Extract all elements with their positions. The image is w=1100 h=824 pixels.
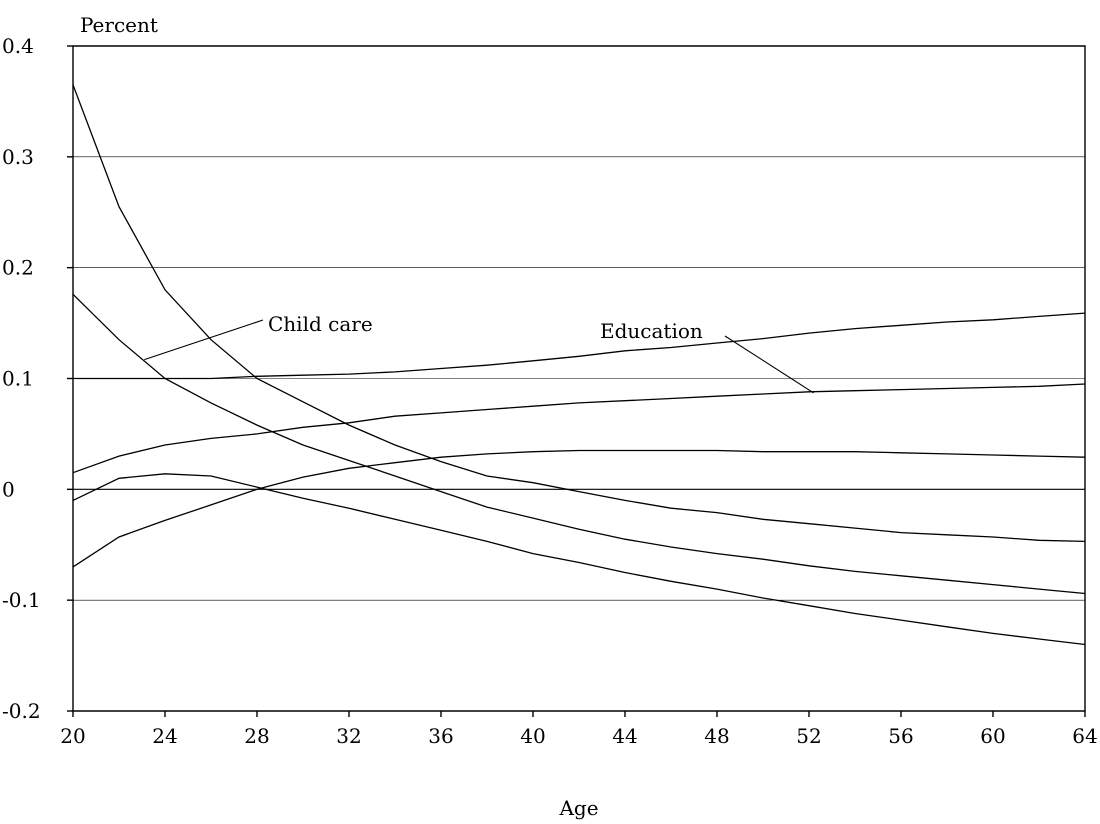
x-tick-label: 36 [428,724,453,748]
x-tick-label: 24 [152,724,177,748]
series-line-6 [72,449,1086,568]
series-line-3 [73,312,1086,380]
y-tick-label: -0.2 [2,699,41,723]
x-tick-label: 20 [60,724,85,748]
x-tick-label: 40 [520,724,545,748]
x-tick-label: 52 [796,724,821,748]
series-line-2 [72,293,1086,595]
series-line-5 [72,473,1086,646]
x-tick-label: 32 [336,724,361,748]
ticks [67,45,1086,717]
annotation-leader [724,335,814,394]
series-layer [72,84,1086,646]
y-tick-label: 0.4 [2,34,34,58]
y-tick-label: 0.2 [2,256,34,280]
gridlines [73,156,1085,601]
y-tick-label: 0.1 [2,367,34,391]
series-line-4 [72,383,1086,474]
annotation-label: Child care [268,312,373,336]
y-tick-label: -0.1 [2,588,41,612]
x-tick-label: 56 [888,724,913,748]
annotations: Child care Education [144,312,814,394]
tick-labels: 20 24 28 32 36 40 44 48 52 56 60 64 -0.2 -0.1 0 0.1 0.2 0… [2,34,1098,748]
series-line-1 [72,84,1086,543]
x-tick-label: 44 [612,724,637,748]
x-tick-label: 64 [1072,724,1097,748]
y-tick-label: 0 [2,477,15,501]
annotation-label: Education [600,319,703,343]
x-axis-title: Age [558,796,598,820]
y-axis-title: Percent [80,13,158,37]
y-tick-label: 0.3 [2,145,34,169]
x-tick-label: 60 [980,724,1005,748]
x-tick-label: 28 [244,724,269,748]
annotation-leader [144,319,264,361]
x-tick-label: 48 [704,724,729,748]
